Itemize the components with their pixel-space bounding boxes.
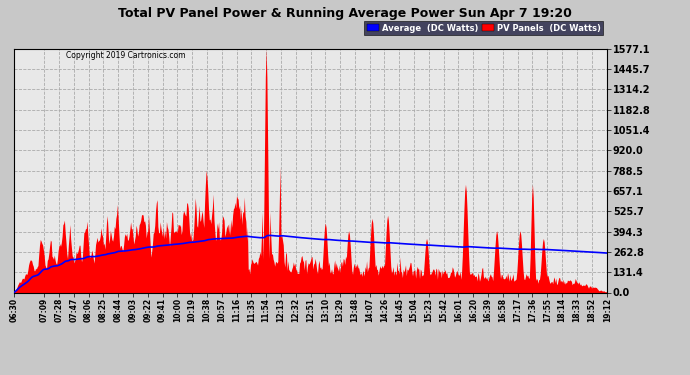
Text: Total PV Panel Power & Running Average Power Sun Apr 7 19:20: Total PV Panel Power & Running Average P… — [118, 8, 572, 21]
Legend: Average  (DC Watts), PV Panels  (DC Watts): Average (DC Watts), PV Panels (DC Watts) — [364, 21, 603, 35]
Text: Copyright 2019 Cartronics.com: Copyright 2019 Cartronics.com — [66, 51, 185, 60]
